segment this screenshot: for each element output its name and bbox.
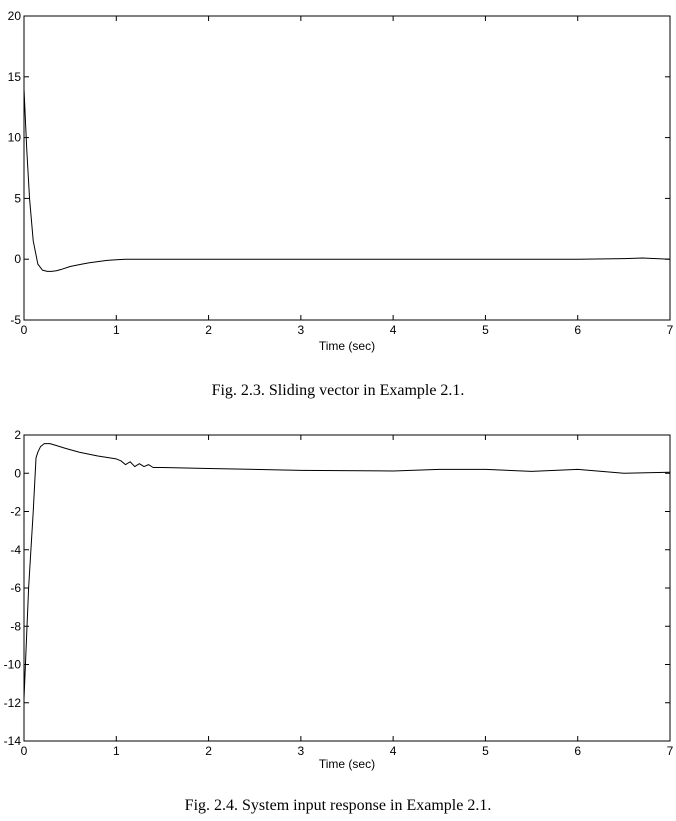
chart2-x-tick-label: 0 [21,744,28,758]
chart1-plot-frame [23,15,671,321]
figure-caption-1: Fig. 2.3. Sliding vector in Example 2.1. [211,382,465,399]
chart2-y-tick-label: -8 [10,619,21,633]
chart2-x-tick-label: 3 [298,744,305,758]
chart1-x-tick-label: 2 [205,323,212,337]
chart2-y-tick-label: -12 [4,696,22,710]
chart2-y-tick-label: 2 [14,428,21,442]
chart2-y-tick-label: -10 [4,658,22,672]
chart2: 0 1 2 3 4 5 6 7 -14 -12 -10 -8 -6 -4 -2 0 2 Time (sec) [4,428,674,771]
chart1-x-tick-label: 3 [298,323,305,337]
chart2-y-tick-label: -4 [10,543,21,557]
chart1-x-tick-label: 7 [667,323,674,337]
chart2-x-tick-label: 1 [113,744,120,758]
chart1-x-tick-label: 5 [482,323,489,337]
chart2-x-tick-label: 7 [667,744,674,758]
chart1-x-tick-label: 1 [113,323,120,337]
chart1-y-tick-label: 0 [14,252,21,266]
chart1-y-tick-label: 5 [14,191,21,205]
chart1-series-line-1 [23,88,671,272]
chart2-plot-frame [23,434,671,742]
chart2-x-tick-label: 6 [574,744,581,758]
chart1-y-tick-label: 15 [8,70,22,84]
chart2-y-tick-label: -2 [10,505,21,519]
chart1-y-tick-label: -5 [10,313,21,327]
chart2-x-tick-label: 2 [205,744,212,758]
chart2-y-tick-label: 0 [14,466,21,480]
chart1-x-tick-label: 4 [390,323,397,337]
chart1-x-tick-label: 6 [574,323,581,337]
chart2-x-axis-label: Time (sec) [319,757,375,771]
chart2-series-line-1 [23,443,671,699]
chart2-x-tick-label: 4 [390,744,397,758]
chart1-x-axis-label: Time (sec) [319,339,375,353]
chart2-x-tick-label: 5 [482,744,489,758]
chart2-y-tick-label: -6 [10,581,21,595]
chart1-y-tick-label: 10 [8,131,22,145]
figure-caption-2: Fig. 2.4. System input response in Examp… [184,797,492,814]
chart1-x-tick-label: 0 [21,323,28,337]
chart1-y-tick-label: 20 [8,9,22,23]
chart2-y-tick-label: -14 [4,734,22,748]
